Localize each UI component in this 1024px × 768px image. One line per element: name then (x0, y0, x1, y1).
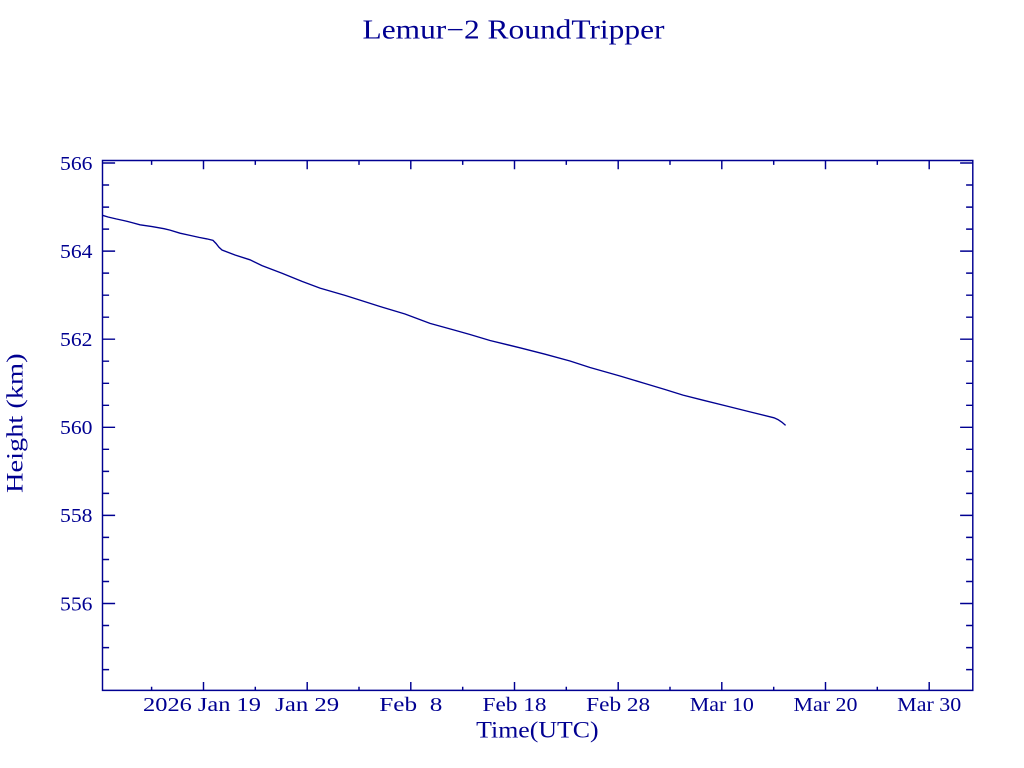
svg-text:Lemur−2 RoundTripper: Lemur−2 RoundTripper (363, 15, 665, 45)
svg-text:Time(UTC): Time(UTC) (476, 718, 598, 743)
svg-text:Height (km): Height (km) (2, 353, 27, 493)
svg-text:Feb 8: Feb 8 (379, 694, 442, 716)
svg-text:Feb 18: Feb 18 (483, 694, 547, 716)
svg-text:2026 Jan 19: 2026 Jan 19 (143, 694, 261, 716)
svg-text:564: 564 (60, 241, 93, 263)
svg-text:558: 558 (60, 505, 93, 527)
svg-text:Mar 10: Mar 10 (690, 694, 754, 716)
svg-text:566: 566 (60, 153, 93, 175)
svg-text:Jan 29: Jan 29 (275, 694, 339, 716)
svg-text:Feb 28: Feb 28 (586, 694, 650, 716)
svg-text:Mar 20: Mar 20 (794, 694, 858, 716)
svg-text:560: 560 (60, 417, 93, 439)
svg-text:Mar 30: Mar 30 (897, 694, 961, 716)
svg-text:556: 556 (60, 593, 93, 615)
svg-text:562: 562 (60, 329, 93, 351)
